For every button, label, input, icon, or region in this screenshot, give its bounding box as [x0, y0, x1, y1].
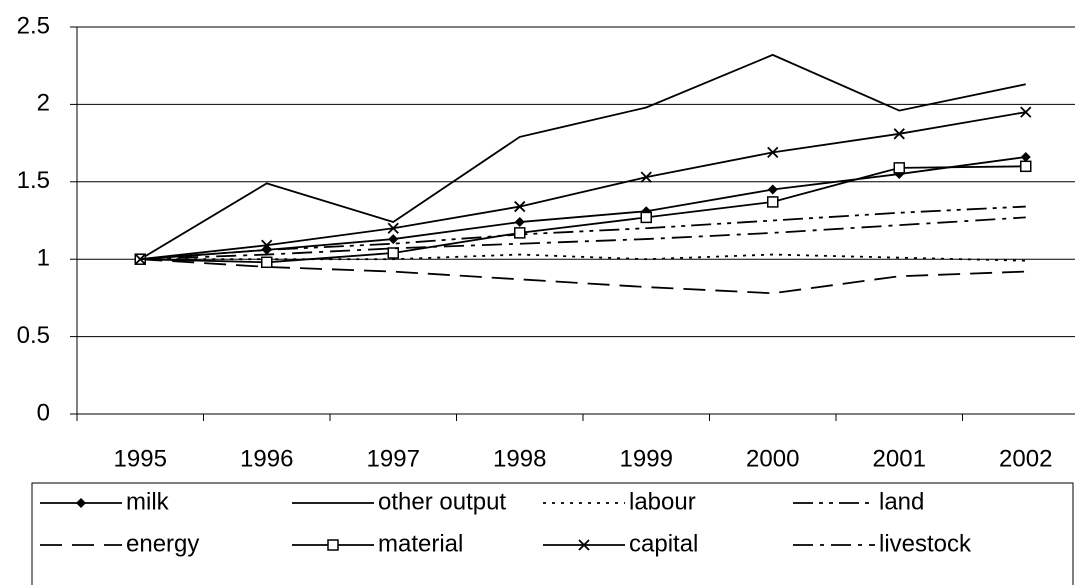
series-line	[139, 53, 1026, 260]
legend-entry: land	[793, 488, 924, 515]
marker	[767, 146, 779, 159]
x-tick-label: 1997	[367, 445, 420, 472]
legend-entry: material	[292, 530, 463, 557]
y-tick-label: 2	[37, 90, 50, 117]
marker	[327, 539, 339, 551]
y-tick-label: 0	[37, 399, 50, 426]
legend-label: capital	[629, 530, 698, 557]
marker	[514, 217, 525, 228]
series-line	[140, 258, 1026, 295]
series-line	[140, 165, 1026, 264]
series-line	[140, 253, 1026, 262]
marker	[514, 227, 526, 239]
marker	[76, 498, 86, 508]
legend-entry: capital	[543, 530, 698, 557]
legend-entry: other output	[292, 488, 506, 515]
marker	[261, 256, 273, 269]
legend-label: energy	[126, 530, 199, 557]
legend-label: other output	[378, 488, 506, 515]
legend-label: labour	[629, 488, 696, 515]
marker	[261, 239, 273, 251]
marker	[767, 184, 778, 195]
marker	[1020, 152, 1031, 163]
marker	[767, 196, 779, 208]
marker	[640, 171, 652, 183]
marker	[640, 211, 652, 224]
x-tick-label: 1999	[620, 445, 673, 472]
x-tick-label: 1998	[493, 445, 546, 472]
legend-entry: labour	[543, 488, 696, 515]
marker	[387, 222, 399, 234]
series-line	[140, 205, 1026, 261]
y-tick-label: 0.5	[17, 322, 50, 349]
marker	[1020, 160, 1032, 173]
x-tick-label: 1996	[240, 445, 293, 472]
legend-entry: energy	[40, 530, 199, 557]
legend-entry: livestock	[793, 530, 972, 557]
marker	[893, 128, 905, 140]
legend-label: land	[879, 488, 924, 515]
legend-label: livestock	[879, 530, 972, 557]
marker	[514, 200, 526, 213]
x-tick-label: 2000	[746, 445, 799, 472]
y-tick-label: 1	[37, 245, 50, 272]
x-tick-label: 2001	[873, 445, 926, 472]
x-tick-label: 1995	[114, 445, 167, 472]
marker	[388, 234, 399, 245]
legend-label: milk	[126, 488, 170, 515]
series-line	[140, 216, 1026, 261]
y-tick-label: 2.5	[17, 12, 50, 39]
marker	[387, 247, 399, 259]
series-line	[140, 111, 1026, 261]
legend-box	[31, 482, 1074, 585]
marker	[578, 539, 590, 551]
marker	[1020, 106, 1032, 118]
y-tick-label: 1.5	[17, 167, 50, 194]
x-tick-label: 2002	[999, 445, 1052, 472]
legend-label: material	[378, 530, 463, 557]
marker	[893, 162, 905, 174]
